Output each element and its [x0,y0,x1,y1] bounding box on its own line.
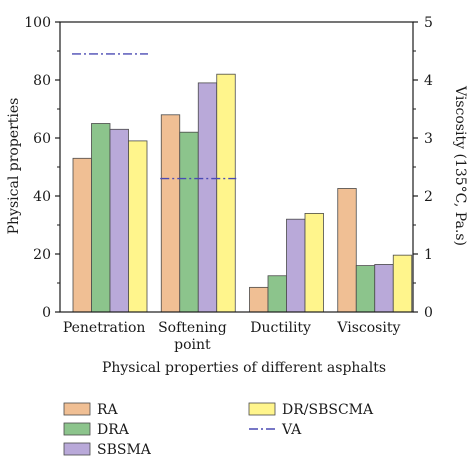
legend-swatch-dra [63,422,91,436]
legend-label-dra: DRA [97,422,130,438]
bar-ra-2 [160,114,181,313]
y-left-tick-label: 20 [33,247,51,263]
bar-sbsma-4 [374,264,394,313]
y-left-tick-label: 40 [33,189,51,205]
y-left-tick-label: 100 [24,15,51,31]
x-tick-label: point [174,337,211,353]
bar-dr-sbscma-2 [216,73,236,313]
x-tick-label: Penetration [63,320,146,336]
legend-label-va: VA [281,422,302,438]
plot-area [72,53,413,313]
y-right-tick-label: 0 [424,305,433,321]
y-axis-title-right: Viscosity (135°C, Pa.s) [452,85,468,246]
bar-dra-3 [267,275,287,313]
x-tick-label: Viscosity [336,320,400,336]
y-right-tick-label: 3 [424,131,433,147]
legend-label-dr-sbscma: DR/SBSCMA [282,402,374,418]
bar-sbsma-2 [197,82,218,313]
bar-dr-sbscma-3 [304,212,324,313]
bar-ra-3 [249,286,269,313]
y-left-tick-label: 0 [42,305,51,321]
x-tick-label: Ductility [250,320,311,336]
bar-ra-1 [72,157,92,313]
legend-label-sbsma: SBSMA [97,442,152,458]
legend-swatch-sbsma [63,442,91,456]
legend-label-ra: RA [97,402,119,418]
bar-dra-1 [91,123,111,313]
legend-swatch-ra [63,402,91,416]
x-tick-label: Softening [158,320,227,336]
y-left-tick-label: 80 [33,73,51,89]
axes: 0 20 40 60 80 100 0 1 2 3 4 5 Penetration Softeningpo… [24,15,433,353]
legend: RA DRA SBSMA DR/SBSCMA VA [63,402,374,458]
bar-sbsma-3 [286,218,306,313]
y-axis-title-left: Physical properties [6,98,22,235]
legend-swatch-dr-sbscma [248,402,276,416]
bar-dra-4 [355,265,376,313]
bar-dr-sbscma-4 [392,254,413,313]
bar-sbsma-1 [109,128,129,313]
bar-dr-sbscma-1 [128,140,148,313]
bar-dra-2 [179,131,199,313]
bar-ra-4 [337,188,357,313]
y-right-tick-label: 4 [424,73,433,89]
y-left-tick-label: 60 [33,131,51,147]
x-axis-title: Physical properties of different asphalt… [102,360,386,376]
y-right-tick-label: 2 [424,189,433,205]
y-right-tick-label: 5 [424,15,433,31]
y-right-tick-label: 1 [424,247,433,263]
